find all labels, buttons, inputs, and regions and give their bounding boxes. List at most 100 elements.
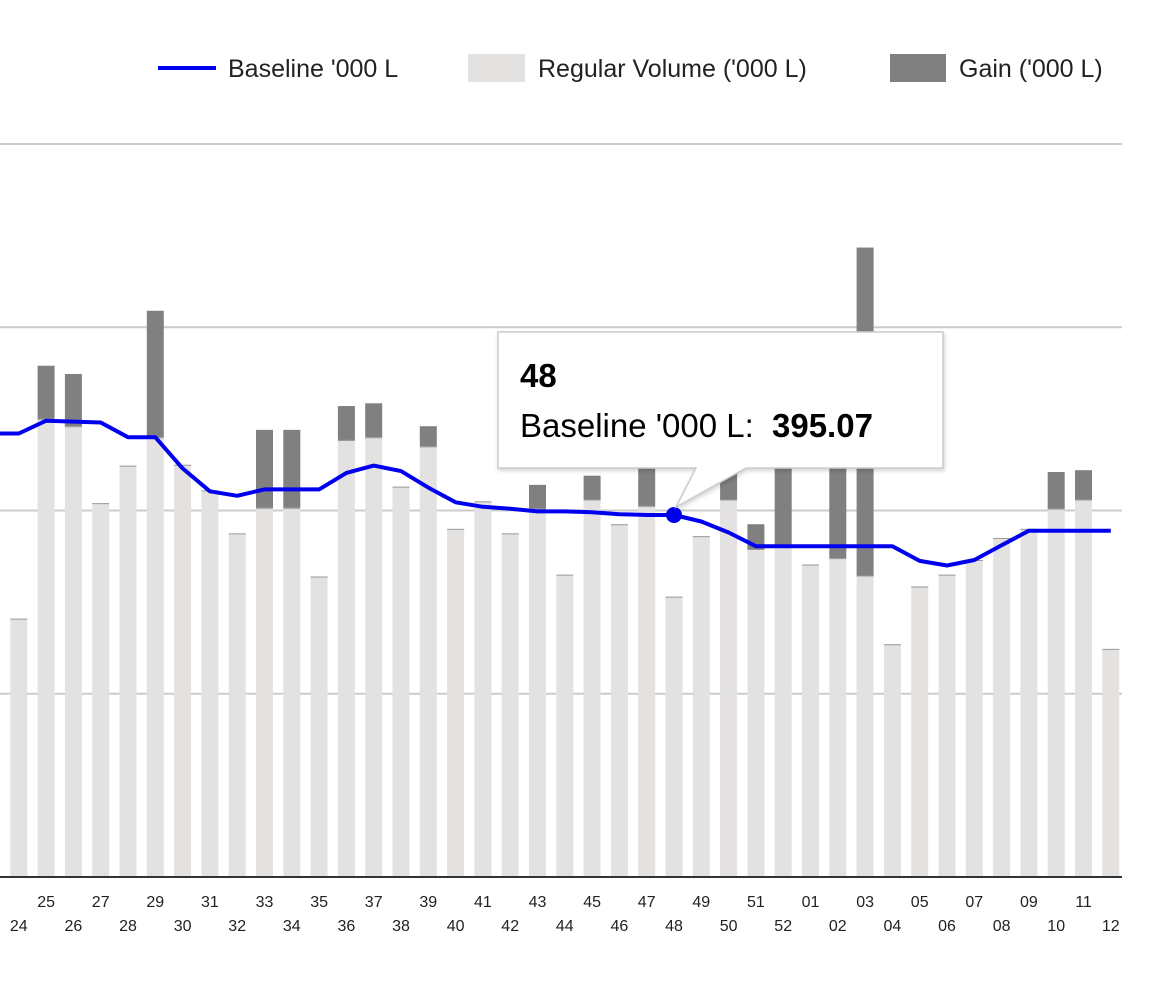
regular-volume-bar[interactable]: [256, 507, 273, 877]
gain-bar[interactable]: [283, 429, 301, 508]
regular-volume-bar[interactable]: [174, 464, 192, 877]
regular-volume-bar[interactable]: [64, 426, 82, 877]
x-tick-label: 09: [1020, 894, 1038, 911]
x-tick-label: 40: [447, 918, 465, 935]
x-tick-label: 43: [529, 894, 547, 911]
regular-volume-bar[interactable]: [365, 437, 383, 877]
x-tick-label: 47: [638, 894, 656, 911]
x-tick-label: 36: [338, 918, 356, 935]
gain-bar[interactable]: [337, 406, 355, 440]
regular-volume-bar[interactable]: [529, 508, 546, 877]
x-tick-label: 52: [774, 918, 792, 935]
x-tick-label: 32: [228, 918, 246, 935]
x-tick-label: 28: [119, 918, 137, 935]
regular-volume-bar[interactable]: [993, 537, 1011, 877]
regular-volume-bar[interactable]: [392, 486, 410, 877]
gain-bar[interactable]: [774, 467, 792, 547]
gain-bar[interactable]: [37, 365, 55, 419]
regular-volume-bar[interactable]: [856, 575, 874, 877]
gain-bar[interactable]: [365, 403, 383, 438]
x-tick-label: 26: [65, 918, 83, 935]
x-tick-label: 23: [0, 894, 1, 911]
legend-regular-label: Regular Volume ('000 L): [538, 55, 807, 83]
gain-bar[interactable]: [419, 426, 437, 447]
regular-volume-bar[interactable]: [911, 586, 929, 877]
x-tick-label: 48: [665, 918, 683, 935]
legend-baseline-label: Baseline '000 L: [228, 55, 398, 83]
tooltip-series-label: Baseline '000 L:: [520, 407, 754, 444]
x-tick-label: 03: [856, 894, 874, 911]
x-tick-label: 44: [556, 918, 574, 935]
tooltip-category: 48: [520, 357, 557, 394]
regular-volume-bar[interactable]: [938, 574, 956, 877]
x-tick-label: 46: [611, 918, 629, 935]
regular-volume-bar[interactable]: [92, 503, 110, 877]
regular-volume-bar[interactable]: [692, 536, 710, 877]
tooltip-value: 395.07: [772, 407, 873, 444]
regular-volume-bar[interactable]: [965, 559, 983, 877]
x-tick-label: 41: [474, 894, 492, 911]
regular-volume-bar[interactable]: [37, 418, 55, 877]
legend-regular-swatch: [468, 54, 525, 82]
gain-bar[interactable]: [638, 461, 656, 506]
gain-bar[interactable]: [64, 373, 82, 427]
x-tick-label: 08: [993, 918, 1011, 935]
regular-volume-bar[interactable]: [747, 548, 765, 877]
x-tick-label: 42: [501, 918, 519, 935]
regular-volume-bar[interactable]: [146, 437, 164, 877]
bars: [10, 247, 1120, 877]
regular-volume-bar[interactable]: [501, 533, 519, 877]
regular-volume-bar[interactable]: [310, 576, 328, 877]
regular-volume-bar[interactable]: [474, 501, 492, 877]
gain-bar[interactable]: [529, 484, 546, 509]
regular-volume-bar[interactable]: [829, 558, 847, 877]
gain-bar[interactable]: [146, 310, 164, 438]
baseline-series: [0, 418, 1111, 568]
regular-volume-bar[interactable]: [337, 439, 355, 877]
x-tick-label: 27: [92, 894, 110, 911]
baseline-point-highlight[interactable]: [666, 507, 682, 524]
gain-bar[interactable]: [1075, 470, 1092, 500]
tooltip: 48 Baseline '000 L: 395.07: [497, 331, 944, 509]
regular-volume-bar[interactable]: [119, 465, 137, 877]
regular-volume-bar[interactable]: [447, 528, 465, 877]
regular-volume-bar[interactable]: [665, 596, 683, 877]
regular-volume-bar[interactable]: [283, 507, 301, 877]
regular-volume-bar[interactable]: [610, 524, 628, 877]
x-tick-label: 45: [583, 894, 601, 911]
x-tick-label: 10: [1047, 918, 1065, 935]
regular-volume-bar[interactable]: [1075, 499, 1092, 877]
regular-volume-bar[interactable]: [802, 564, 819, 877]
gain-bar[interactable]: [1047, 472, 1065, 509]
x-tick-label: 39: [419, 894, 437, 911]
x-tick-label: 24: [10, 918, 28, 935]
regular-volume-bar[interactable]: [1020, 528, 1038, 877]
legend-gain-swatch: [890, 54, 946, 82]
gain-bar[interactable]: [583, 475, 601, 500]
x-tick-label: 05: [911, 894, 929, 911]
regular-volume-bar[interactable]: [1047, 508, 1065, 877]
x-tick-label: 12: [1102, 918, 1120, 935]
regular-volume-bar[interactable]: [638, 505, 656, 877]
gain-bar[interactable]: [256, 429, 273, 508]
x-tick-label: 33: [256, 894, 274, 911]
baseline-line[interactable]: [0, 418, 1111, 568]
regular-volume-bar[interactable]: [10, 618, 28, 877]
regular-volume-bar[interactable]: [720, 499, 738, 877]
x-tick-label: 50: [720, 918, 738, 935]
regular-volume-bar[interactable]: [201, 490, 219, 877]
regular-volume-bar[interactable]: [774, 546, 792, 877]
regular-volume-bar[interactable]: [1102, 648, 1120, 877]
regular-volume-bar[interactable]: [419, 446, 437, 877]
regular-volume-bar[interactable]: [883, 644, 901, 877]
x-tick-label: 51: [747, 894, 765, 911]
regular-volume-bar[interactable]: [228, 533, 246, 877]
tooltip-body: Baseline '000 L: 395.07: [520, 407, 873, 444]
legend-gain-label: Gain ('000 L): [959, 55, 1103, 83]
regular-volume-bar[interactable]: [556, 574, 574, 877]
regular-volume-bar[interactable]: [583, 499, 601, 877]
x-tick-label: 06: [938, 918, 956, 935]
x-tick-label: 31: [201, 894, 219, 911]
